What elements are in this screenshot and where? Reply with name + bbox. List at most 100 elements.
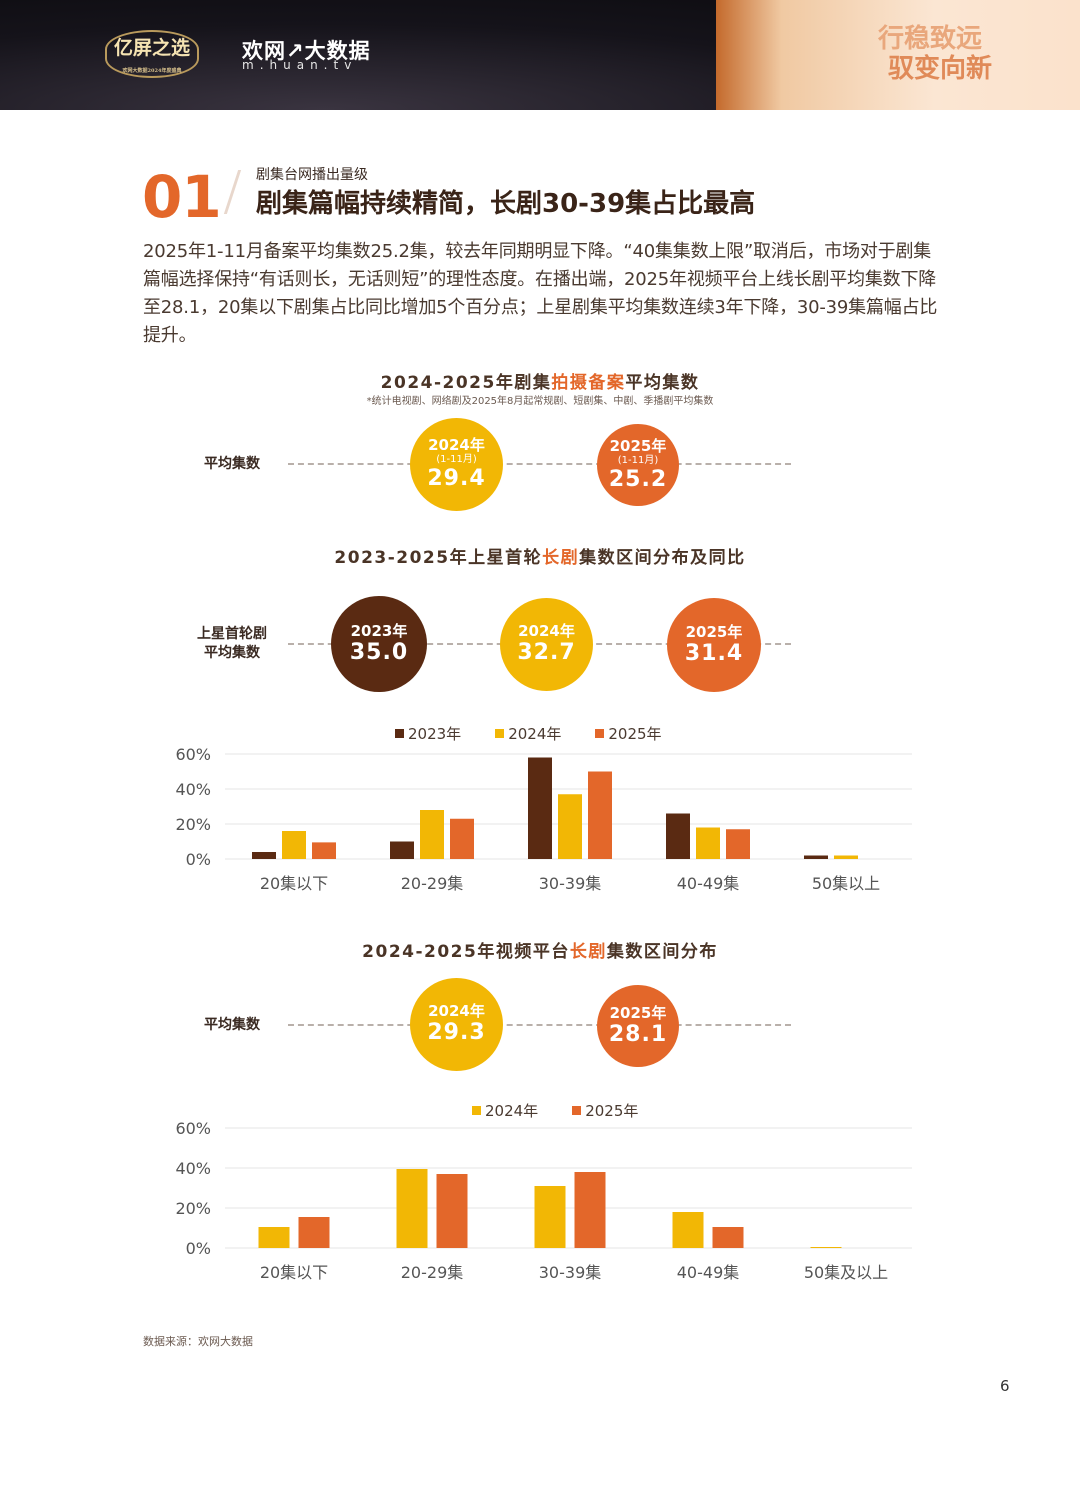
y-tick-label: 60% — [175, 1119, 211, 1138]
legend-label: 2025年 — [608, 725, 662, 743]
chart3-row-label: 平均集数 — [204, 1017, 260, 1033]
bar — [574, 1172, 606, 1248]
chart2-circle-2024: 2024年 32.7 — [500, 598, 593, 691]
chart3-title-b: 集数区间分布 — [606, 942, 718, 962]
bar — [252, 852, 276, 859]
legend-label: 2024年 — [485, 1102, 539, 1120]
legend-item-2024: 2024年 — [472, 1100, 538, 1121]
circle-year: 2024年 — [428, 436, 485, 454]
chart3-bar-chart: 60% 40% 20% 0% 20集以下 20-29集 30-39集 40-49集 50集及以上 — [175, 1119, 912, 1282]
chart1-title: 2024-2025年剧集拍摄备案平均集数 — [0, 368, 1080, 393]
chart1-title-b: 平均集数 — [625, 373, 700, 393]
bar — [672, 1212, 704, 1248]
chart3-circle-2024: 2024年 29.3 — [410, 978, 503, 1071]
event-logo-text: 亿屏之选 — [113, 37, 190, 59]
circle-subtext: (1-11月) — [436, 454, 477, 465]
chart2-row-label-line2: 平均集数 — [204, 645, 260, 661]
x-tick-label: 30-39集 — [539, 1263, 602, 1282]
chart2-row-label: 上星首轮剧 平均集数 — [180, 625, 284, 663]
legend-label: 2024年 — [508, 725, 562, 743]
circle-year: 2025年 — [609, 1003, 667, 1022]
chart2-row-label-line1: 上星首轮剧 — [197, 626, 267, 642]
bar — [588, 771, 612, 859]
chart2-title-highlight: 长剧 — [542, 548, 580, 568]
circle-value: 29.4 — [427, 466, 486, 491]
y-tick-label: 0% — [186, 1239, 211, 1258]
x-tick-label: 20-29集 — [401, 1263, 464, 1282]
chart1-dashed-line — [288, 463, 791, 465]
section-kicker: 剧集台网播出量级 — [256, 167, 368, 183]
chart1-title-highlight: 拍摄备案 — [551, 373, 626, 393]
bar — [298, 1217, 330, 1248]
section-number: 01 — [142, 163, 222, 231]
brand-logo: 欢网↗大数据 — [242, 39, 371, 63]
circle-year: 2024年 — [428, 1002, 485, 1020]
circle-year: 2024年 — [518, 622, 575, 640]
legend-label: 2025年 — [585, 1102, 639, 1120]
y-tick-label: 20% — [175, 815, 211, 834]
bar — [450, 818, 474, 859]
event-logo-subtext: 欢网大数据2024年度盛典 — [122, 68, 182, 74]
circle-value: 25.2 — [608, 466, 668, 492]
legend-item-2024: 2024年 — [495, 723, 561, 744]
circle-year: 2023年 — [350, 621, 408, 640]
bar — [528, 757, 552, 859]
bar — [282, 831, 306, 859]
circle-value: 31.4 — [684, 640, 744, 666]
bar — [420, 810, 444, 859]
chart2-title-b: 集数区间分布及同比 — [579, 548, 746, 568]
x-tick-label: 50集以上 — [812, 874, 880, 893]
section-divider — [223, 170, 242, 214]
circle-value: 32.7 — [517, 640, 576, 665]
circle-subtext: (1-11月) — [617, 454, 659, 466]
section-title: 剧集篇幅持续精简，长剧30-39集占比最高 — [256, 189, 756, 219]
x-tick-label: 20集以下 — [260, 874, 328, 893]
bar — [312, 842, 336, 859]
slogan-line-2: 驭变向新 — [888, 54, 993, 84]
bar — [666, 813, 690, 859]
legend-swatch — [572, 1106, 582, 1115]
legend-item-2023: 2023年 — [395, 723, 461, 744]
x-tick-label: 50集及以上 — [804, 1263, 888, 1282]
bar — [558, 794, 582, 859]
legend-swatch — [395, 729, 404, 738]
bar — [436, 1174, 468, 1248]
chart1-circle-2025: 2025年 (1-11月) 25.2 — [597, 424, 679, 506]
chart3-title-a: 2024-2025年视频平台 — [362, 942, 570, 962]
brand-url: m.huan.tv — [242, 58, 358, 72]
legend-swatch — [495, 729, 505, 738]
x-tick-label: 30-39集 — [539, 874, 602, 893]
bar — [534, 1186, 566, 1248]
circle-year: 2025年 — [609, 436, 667, 455]
y-tick-label: 60% — [175, 745, 211, 764]
section-paragraph: 2025年1-11月备案平均集数25.2集，较去年同期明显下降。“40集集数上限… — [143, 241, 938, 346]
bar — [834, 855, 858, 859]
chart3-title: 2024-2025年视频平台长剧集数区间分布 — [0, 937, 1080, 962]
slogan: 行稳致远 驭变向新 — [878, 24, 992, 84]
legend-item-2025: 2025年 — [595, 723, 662, 744]
bar — [726, 829, 750, 859]
circle-value: 29.3 — [427, 1020, 486, 1045]
bar — [258, 1227, 290, 1248]
bar — [390, 841, 414, 859]
x-tick-label: 40-49集 — [677, 874, 740, 893]
chart2-legend: 2023年 2024年 2025年 — [395, 723, 662, 744]
page-number: 6 — [1000, 1377, 1010, 1395]
event-logo: 亿屏之选 欢网大数据2024年度盛典 — [105, 30, 199, 78]
bar — [696, 827, 720, 859]
header-banner-slogan-area — [716, 0, 1080, 110]
legend-item-2025: 2025年 — [572, 1100, 638, 1121]
bar — [810, 1247, 842, 1248]
chart1-row-label: 平均集数 — [204, 456, 260, 472]
y-tick-label: 20% — [175, 1199, 211, 1218]
x-tick-label: 20集以下 — [260, 1263, 328, 1282]
circle-value: 28.1 — [608, 1021, 668, 1047]
chart3-circle-2025: 2025年 28.1 — [597, 985, 679, 1067]
chart1-title-a: 2024-2025年剧集 — [380, 373, 552, 393]
y-tick-label: 40% — [175, 1159, 211, 1178]
chart2-title: 2023-2025年上星首轮长剧集数区间分布及同比 — [0, 543, 1080, 568]
bar — [712, 1227, 744, 1248]
circle-year: 2025年 — [685, 622, 743, 641]
bar — [396, 1169, 428, 1248]
bar — [804, 855, 828, 859]
